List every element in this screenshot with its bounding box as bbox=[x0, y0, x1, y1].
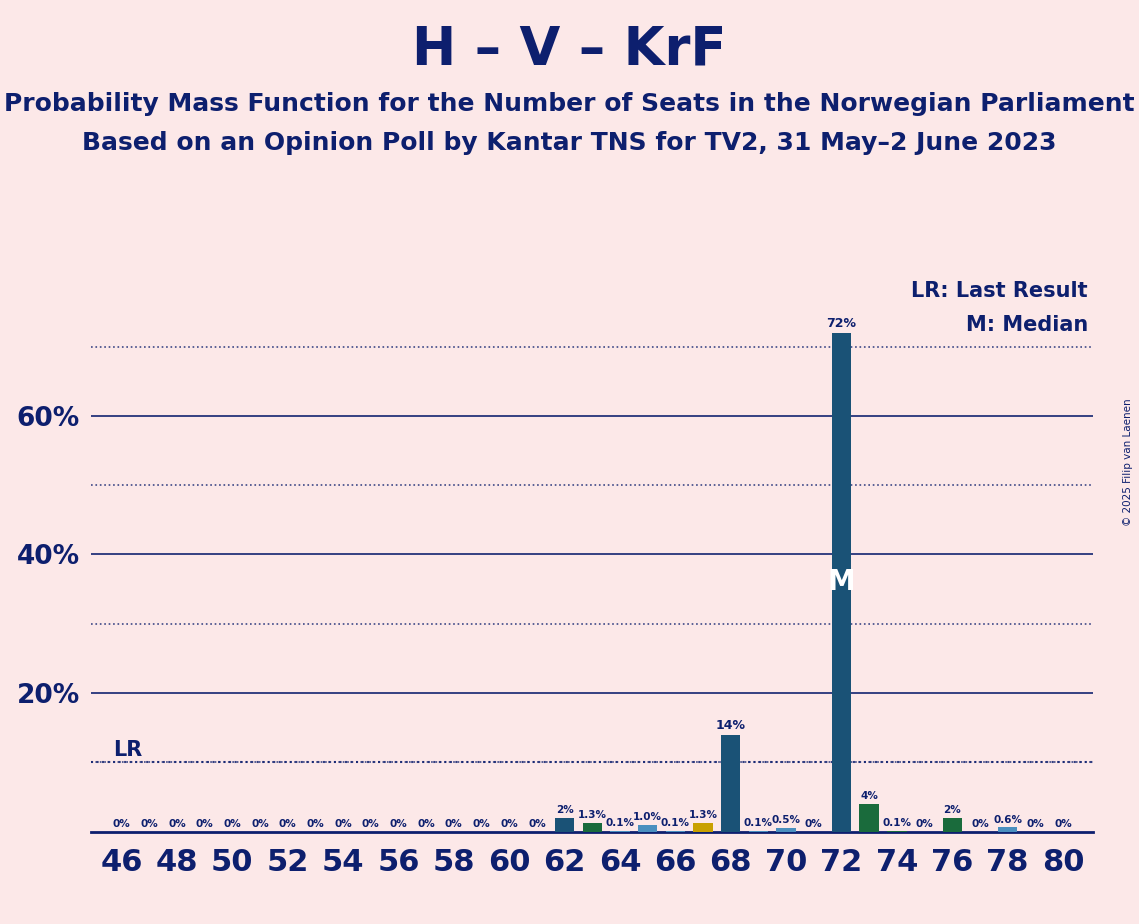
Text: 0%: 0% bbox=[362, 819, 379, 829]
Text: 0%: 0% bbox=[1026, 819, 1044, 829]
Text: 0.6%: 0.6% bbox=[993, 815, 1022, 824]
Text: 2%: 2% bbox=[943, 805, 961, 815]
Text: 0%: 0% bbox=[306, 819, 325, 829]
Text: 0.1%: 0.1% bbox=[883, 818, 911, 828]
Text: Based on an Opinion Poll by Kantar TNS for TV2, 31 May–2 June 2023: Based on an Opinion Poll by Kantar TNS f… bbox=[82, 131, 1057, 155]
Text: 0%: 0% bbox=[916, 819, 934, 829]
Text: 4%: 4% bbox=[860, 791, 878, 801]
Text: 0.5%: 0.5% bbox=[771, 815, 801, 825]
Text: 0%: 0% bbox=[140, 819, 158, 829]
Text: 0%: 0% bbox=[500, 819, 518, 829]
Text: 0%: 0% bbox=[169, 819, 186, 829]
Text: 0%: 0% bbox=[528, 819, 546, 829]
Text: H – V – KrF: H – V – KrF bbox=[412, 23, 727, 75]
Bar bbox=[777, 828, 796, 832]
Bar bbox=[943, 818, 962, 832]
Text: 0.1%: 0.1% bbox=[661, 818, 690, 828]
Text: 0%: 0% bbox=[1054, 819, 1072, 829]
Bar bbox=[638, 824, 657, 832]
Bar bbox=[694, 822, 713, 832]
Text: LR: LR bbox=[113, 740, 142, 760]
Bar bbox=[721, 735, 740, 832]
Text: 0%: 0% bbox=[805, 819, 822, 829]
Text: 0.1%: 0.1% bbox=[606, 818, 634, 828]
Text: 0%: 0% bbox=[972, 819, 989, 829]
Text: 0.1%: 0.1% bbox=[744, 818, 773, 828]
Text: M: M bbox=[828, 568, 855, 596]
Text: Probability Mass Function for the Number of Seats in the Norwegian Parliament: Probability Mass Function for the Number… bbox=[5, 92, 1134, 116]
Text: 0%: 0% bbox=[473, 819, 491, 829]
Text: M: Median: M: Median bbox=[966, 315, 1088, 335]
Text: 0%: 0% bbox=[251, 819, 269, 829]
Text: 0%: 0% bbox=[113, 819, 131, 829]
Text: 1.3%: 1.3% bbox=[577, 809, 607, 820]
Text: 0%: 0% bbox=[279, 819, 296, 829]
Text: 1.0%: 1.0% bbox=[633, 812, 662, 822]
Bar bbox=[555, 818, 574, 832]
Text: 2%: 2% bbox=[556, 805, 573, 815]
Bar bbox=[860, 804, 879, 832]
Text: 0%: 0% bbox=[390, 819, 408, 829]
Text: 0%: 0% bbox=[445, 819, 462, 829]
Text: 14%: 14% bbox=[715, 719, 746, 732]
Text: 72%: 72% bbox=[827, 317, 857, 330]
Bar bbox=[831, 333, 851, 832]
Text: 0%: 0% bbox=[223, 819, 241, 829]
Bar bbox=[582, 822, 603, 832]
Text: 0%: 0% bbox=[196, 819, 213, 829]
Bar bbox=[998, 828, 1017, 832]
Text: LR: Last Result: LR: Last Result bbox=[911, 281, 1088, 300]
Text: 1.3%: 1.3% bbox=[689, 809, 718, 820]
Text: © 2025 Filip van Laenen: © 2025 Filip van Laenen bbox=[1123, 398, 1133, 526]
Text: 0%: 0% bbox=[417, 819, 435, 829]
Text: 0%: 0% bbox=[334, 819, 352, 829]
